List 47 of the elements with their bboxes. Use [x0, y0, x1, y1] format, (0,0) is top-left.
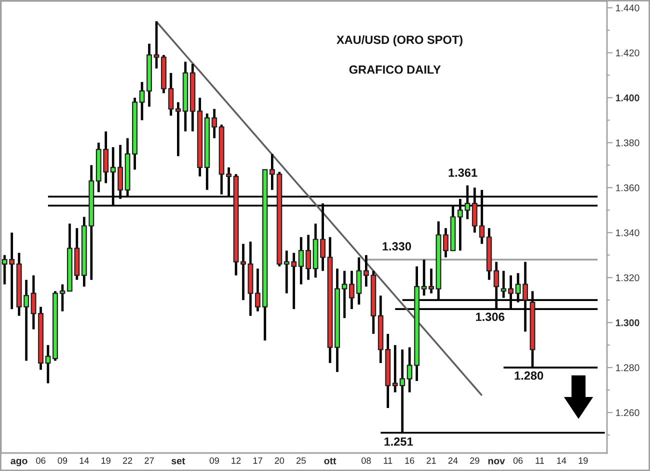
- x-tick-label: 27: [144, 457, 154, 464]
- y-tick-label: 1.300: [616, 319, 640, 326]
- x-tick-label: 14: [557, 458, 566, 464]
- x-tick-label: ott: [324, 458, 336, 464]
- annotation: 1.330: [382, 242, 412, 251]
- candlestick: [342, 270, 348, 320]
- annotation: 1.361: [448, 168, 478, 177]
- x-tick-label: 17: [253, 458, 262, 464]
- x-tick-label: 19: [102, 457, 110, 464]
- y-tick-label: 1.340: [616, 229, 640, 236]
- y-tick-label: 1.260: [616, 409, 640, 416]
- x-tick-label: 11: [384, 458, 392, 464]
- x-tick-label: 29: [470, 457, 480, 464]
- annotation: 1.280: [514, 371, 544, 380]
- x-tick-label: 08: [362, 457, 371, 464]
- candlestick: [45, 344, 51, 384]
- y-tick-label: 1.380: [616, 139, 640, 146]
- x-tick-label: 06: [36, 457, 46, 464]
- x-tick-label: 12: [232, 457, 241, 464]
- y-tick-label: 1.420: [616, 49, 640, 56]
- candlestick: [139, 80, 145, 122]
- x-tick-label: nov: [488, 458, 505, 464]
- y-tick-label: 1.440: [616, 4, 640, 12]
- candlestick: [154, 20, 160, 70]
- annotation: 1.306: [476, 312, 504, 322]
- x-tick-label: 24: [448, 457, 458, 464]
- x-tick-label: 25: [296, 457, 306, 464]
- y-tick-label: 1.320: [616, 274, 640, 282]
- x-tick-label: 11: [536, 458, 544, 464]
- x-tick-label: 06: [513, 457, 523, 464]
- candlestick: [240, 242, 246, 302]
- x-tick-label: 21: [426, 457, 436, 464]
- x-tick-label: 20: [274, 457, 284, 464]
- x-tick-label: 09: [210, 457, 219, 464]
- x-tick-label: 14: [80, 458, 89, 464]
- x-tick-label: set: [171, 458, 186, 464]
- text: GRAFICO DAILY: [349, 65, 441, 74]
- text: XAU/USD (ORO SPOT): [336, 35, 462, 46]
- x-tick-label: 19: [578, 457, 588, 464]
- x-tick-label: 09: [58, 457, 68, 464]
- annotation: 1.251: [384, 437, 413, 446]
- x-tick-label: 22: [122, 457, 132, 464]
- y-tick-label: 1.280: [616, 364, 640, 372]
- x-tick-label: ago: [10, 458, 28, 466]
- y-tick-label: 1.360: [616, 184, 640, 192]
- x-tick-label: 16: [405, 457, 414, 464]
- y-tick-label: 1.400: [616, 94, 640, 102]
